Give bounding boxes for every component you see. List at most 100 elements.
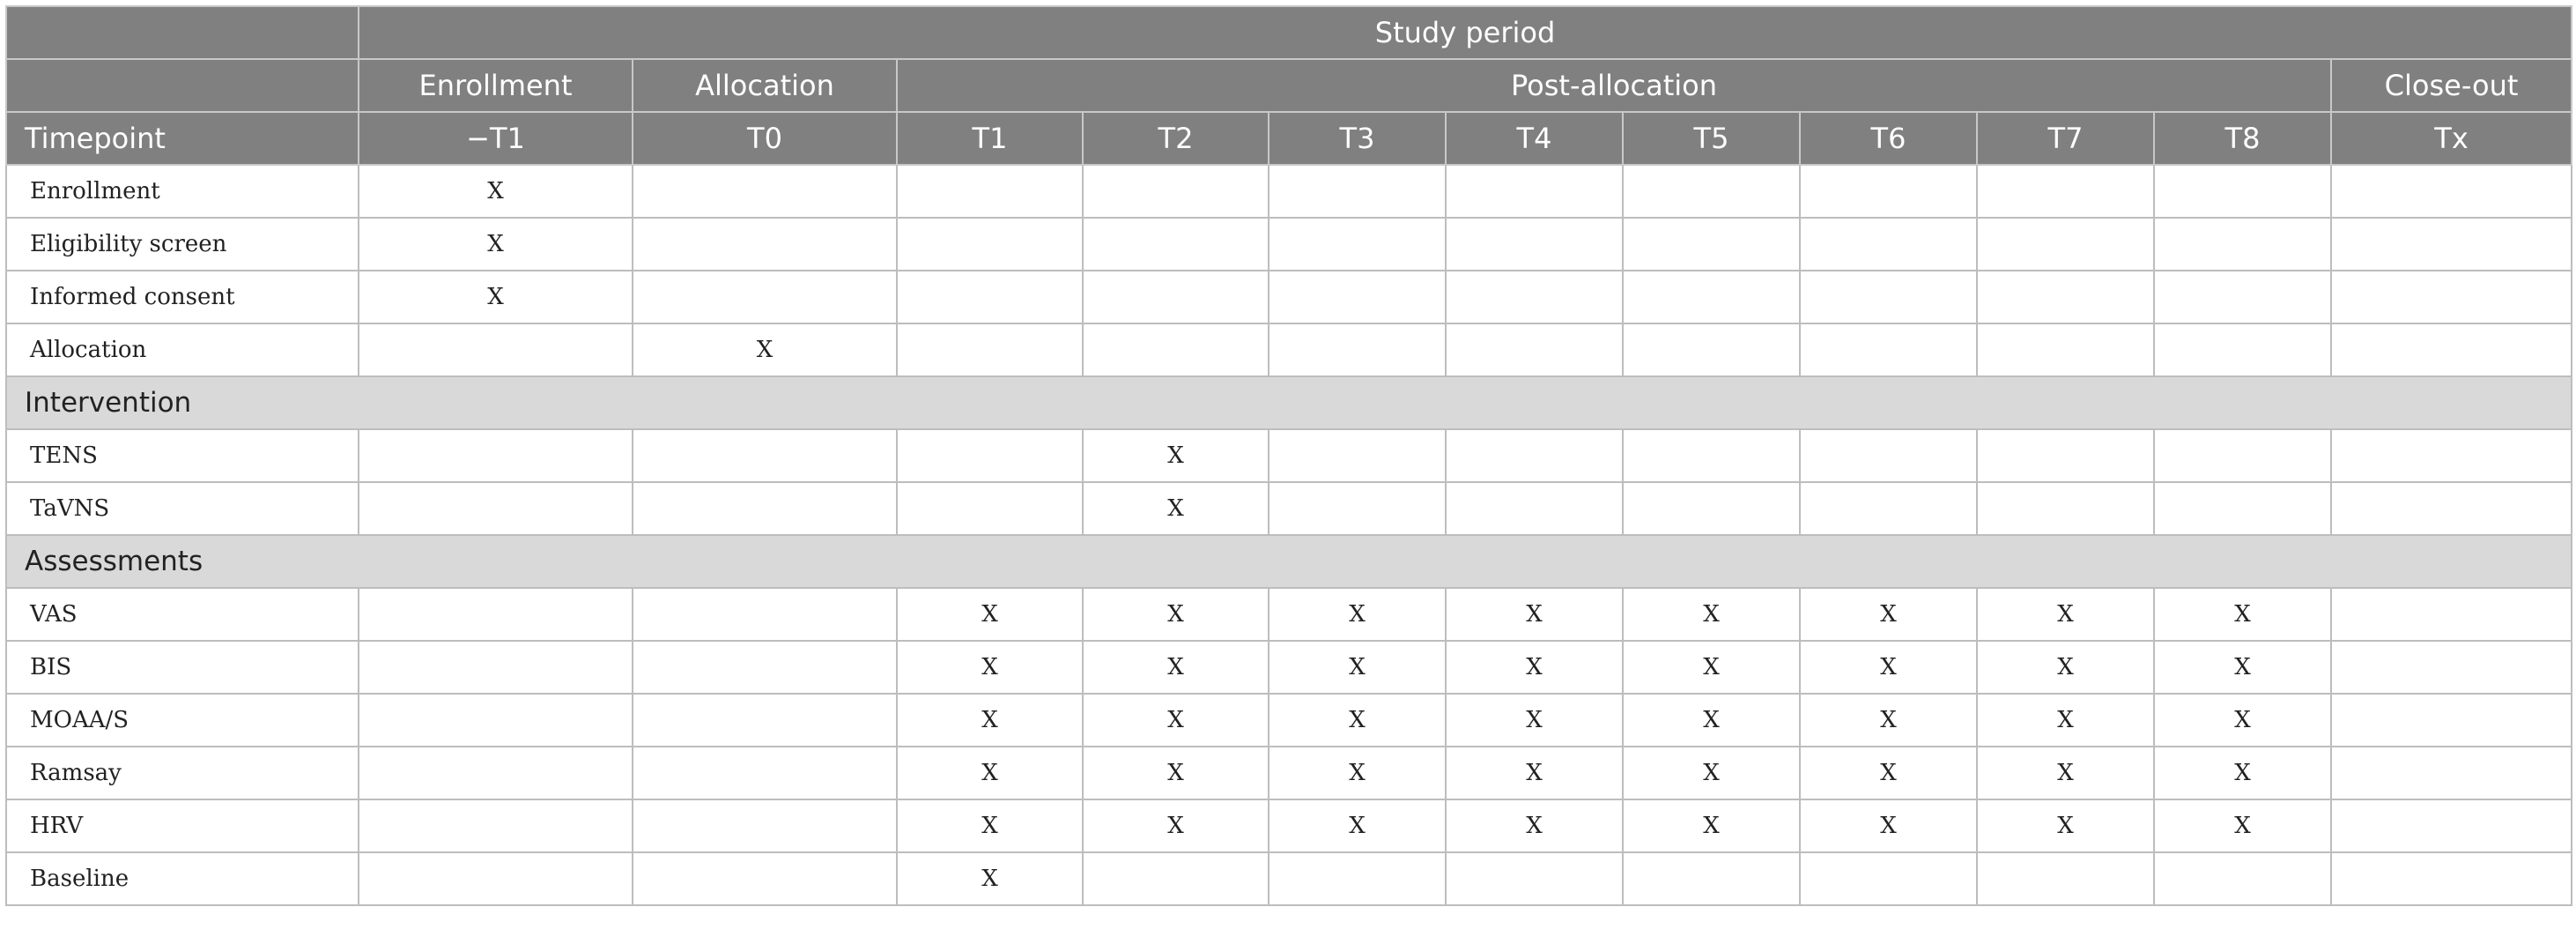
table-cell: [1082, 323, 1269, 377]
schedule-mark: X: [896, 851, 1084, 906]
table-cell: [358, 640, 633, 695]
table-cell: [1976, 270, 2155, 324]
table-cell: [2329, 851, 2573, 906]
table-cell: [1799, 481, 1978, 536]
study-period-header: Study period: [357, 5, 2573, 60]
table-cell: [1976, 217, 2155, 271]
schedule-mark: X: [1799, 799, 1978, 853]
table-cell: [358, 481, 633, 536]
table-row: Ramsay X X X X X X X X: [5, 746, 2573, 800]
table-cell: [1268, 481, 1447, 536]
section-label: Intervention: [4, 375, 2573, 430]
table-cell: [1976, 481, 2155, 536]
table-cell: [1976, 428, 2155, 483]
schedule-mark: X: [358, 270, 633, 324]
table-cell: [1799, 428, 1978, 483]
row-label: VAS: [5, 587, 359, 642]
table-cell: [2153, 270, 2332, 324]
schedule-mark: X: [1268, 640, 1447, 695]
schedule-mark: X: [1622, 693, 1801, 747]
table-cell: [1445, 270, 1624, 324]
table-body: Enrollment X Eligibility screen X Informed c…: [4, 164, 2573, 906]
section-row: Assessments: [4, 534, 2573, 589]
table-cell: [358, 799, 633, 853]
timepoint-header: Timepoint: [5, 111, 359, 166]
timepoint-cell: T3: [1268, 111, 1447, 166]
table-cell: [632, 428, 898, 483]
table-cell: [896, 323, 1084, 377]
table-cell: [1976, 164, 2155, 219]
schedule-mark: X: [1445, 799, 1624, 853]
enrollment-header: Enrollment: [358, 58, 633, 113]
timepoint-cell: −T1: [358, 111, 633, 166]
schedule-mark: X: [2153, 587, 2332, 642]
table-cell: [2329, 746, 2573, 800]
schedule-mark: X: [1799, 587, 1978, 642]
table-row: TaVNS X: [5, 481, 2573, 536]
table-cell: [1976, 851, 2155, 906]
table-cell: [1622, 164, 1801, 219]
schedule-mark: X: [2153, 640, 2332, 695]
table-cell: [896, 217, 1084, 271]
timepoint-cell: T5: [1622, 111, 1801, 166]
table-header: Study period Enrollment Allocation Post-…: [5, 5, 2573, 166]
schedule-mark: X: [2153, 799, 2332, 853]
table-row: TENS X: [5, 428, 2573, 483]
table-cell: [2329, 217, 2573, 271]
table-cell: [1445, 323, 1624, 377]
table-cell: [2153, 428, 2332, 483]
timepoint-cell: T2: [1082, 111, 1269, 166]
schedule-mark: X: [2153, 746, 2332, 800]
table-cell: [1445, 217, 1624, 271]
schedule-mark: X: [1445, 640, 1624, 695]
schedule-table-container: Study period Enrollment Allocation Post-…: [4, 5, 2573, 906]
timepoint-cell: T8: [2153, 111, 2332, 166]
study-period-row: Study period: [5, 5, 2573, 60]
table-row: Baseline X: [5, 851, 2573, 906]
schedule-mark: X: [1799, 693, 1978, 747]
row-label: Allocation: [5, 323, 359, 377]
table-row: Informed consent X: [5, 270, 2573, 324]
schedule-mark: X: [896, 693, 1084, 747]
table-cell: [1799, 851, 1978, 906]
table-cell: [2153, 481, 2332, 536]
row-label: BIS: [5, 640, 359, 695]
table-cell: [1622, 851, 1801, 906]
table-cell: [2329, 693, 2573, 747]
schedule-mark: X: [1622, 640, 1801, 695]
table-cell: [1082, 851, 1269, 906]
row-label: Enrollment: [5, 164, 359, 219]
row-label: Eligibility screen: [5, 217, 359, 271]
table-cell: [896, 270, 1084, 324]
table-row: Allocation X: [5, 323, 2573, 377]
schedule-mark: X: [896, 587, 1084, 642]
schedule-mark: X: [1082, 587, 1269, 642]
row-label: Ramsay: [5, 746, 359, 800]
table-cell: [632, 270, 898, 324]
timepoint-row: Timepoint −T1 T0 T1 T2 T3 T4 T5 T6 T7 T8 Tx: [5, 111, 2573, 166]
table-cell: [2153, 217, 2332, 271]
table-cell: [2329, 481, 2573, 536]
schedule-mark: X: [1799, 746, 1978, 800]
table-cell: [1082, 270, 1269, 324]
table-cell: [632, 164, 898, 219]
table-cell: [1445, 851, 1624, 906]
allocation-header: Allocation: [632, 58, 898, 113]
row-label: TaVNS: [5, 481, 359, 536]
schedule-mark: X: [1976, 587, 2155, 642]
table-cell: [2329, 799, 2573, 853]
schedule-mark: X: [1976, 799, 2155, 853]
table-cell: [1268, 217, 1447, 271]
table-cell: [1799, 270, 1978, 324]
table-row: MOAA/S X X X X X X X X: [5, 693, 2573, 747]
post-allocation-header: Post-allocation: [896, 58, 2332, 113]
table-row: Enrollment X: [5, 164, 2573, 219]
table-cell: [2329, 640, 2573, 695]
schedule-mark: X: [896, 799, 1084, 853]
table-cell: [1445, 164, 1624, 219]
table-cell: [632, 746, 898, 800]
table-cell: [1268, 164, 1447, 219]
row-label: TENS: [5, 428, 359, 483]
schedule-mark: X: [1082, 428, 1269, 483]
schedule-mark: X: [1622, 799, 1801, 853]
